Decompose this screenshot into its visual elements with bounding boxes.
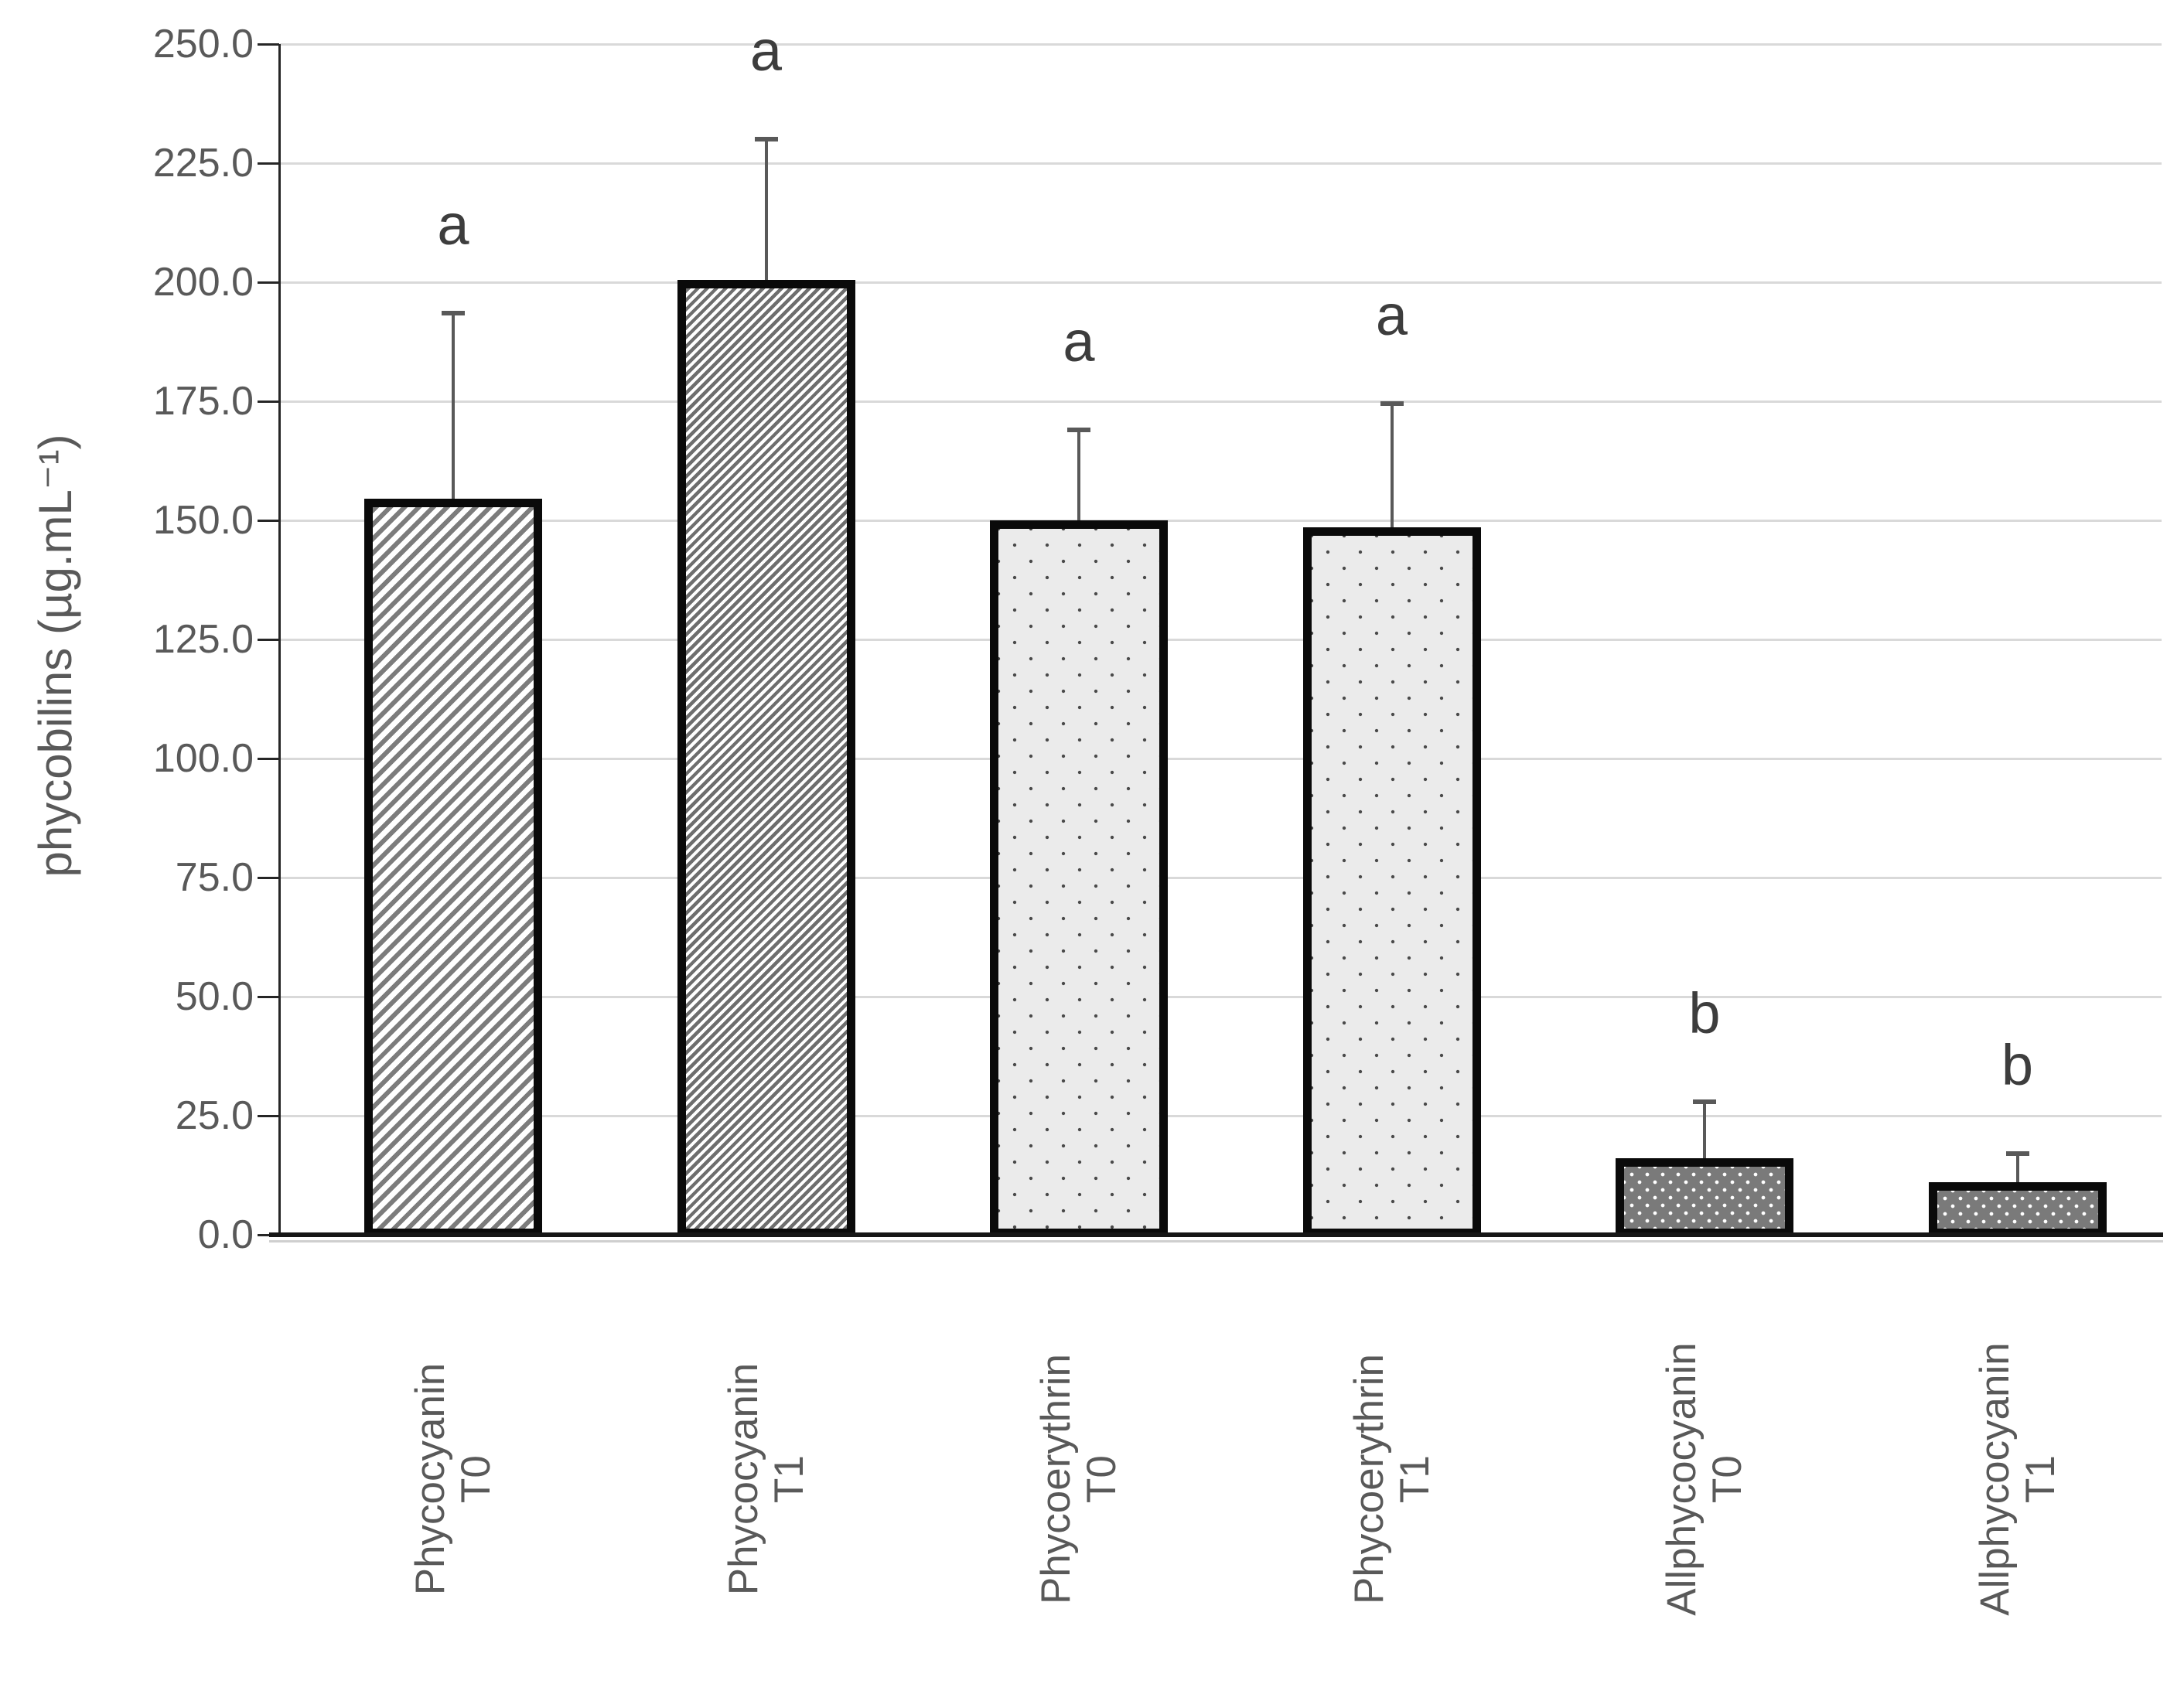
y-tick-label: 0.0 [197, 1212, 254, 1257]
gridline [280, 638, 2162, 641]
y-axis-tick [258, 1114, 279, 1117]
significance-letter: a [1063, 308, 1095, 373]
significance-letter: b [1688, 980, 1721, 1045]
error-bar [1703, 1101, 1706, 1159]
error-bar [764, 139, 768, 280]
y-tick-label: 150.0 [152, 498, 254, 543]
gridline [280, 162, 2162, 165]
y-tick-label: 75.0 [175, 855, 254, 900]
x-tick-line: Phycoerythrin [1033, 1353, 1079, 1605]
gridline [280, 995, 2162, 998]
x-tick-line: Phycoerythrin [1346, 1353, 1392, 1605]
error-bar [1077, 429, 1080, 520]
y-axis-tick [258, 995, 279, 998]
y-tick-label: 50.0 [175, 974, 254, 1019]
error-bar-cap [1380, 401, 1404, 407]
y-tick-label: 200.0 [152, 260, 254, 305]
x-tick-label: Phycoerythrin T0 [1031, 1263, 1127, 1696]
error-bar-cap [2005, 1151, 2029, 1157]
gridline [280, 281, 2162, 284]
y-axis-line [278, 44, 281, 1236]
bar-allphycocyanin-t1 [1928, 1182, 2107, 1237]
gridline [280, 757, 2162, 760]
bar-phycoerythrin-t0 [990, 520, 1168, 1237]
y-axis-tick [258, 1233, 279, 1236]
significance-letter: a [749, 19, 783, 84]
x-tick-label: Allphycocyanin T1 [1970, 1263, 2066, 1696]
bar-phycoerythrin-t1 [1302, 527, 1481, 1237]
y-tick-label: 125.0 [152, 617, 254, 662]
significance-letter: b [2001, 1033, 2034, 1098]
y-tick-label: 25.0 [175, 1093, 254, 1138]
error-bar [1390, 404, 1394, 528]
y-axis-tick [258, 43, 279, 46]
error-bar-cap [754, 137, 778, 142]
x-tick-label: Phycoerythrin T1 [1344, 1263, 1440, 1696]
x-axis-shadow-line [269, 1240, 2163, 1243]
x-tick-line: Allphycocyanin [1971, 1342, 2018, 1616]
y-axis-tick [258, 876, 279, 879]
bar-phycocyanin-t0 [364, 499, 542, 1237]
x-tick-line: T0 [1079, 1455, 1124, 1503]
error-bar-cap [1067, 427, 1090, 432]
x-tick-line: T0 [453, 1455, 499, 1503]
y-axis-tick [258, 281, 279, 284]
y-tick-label: 225.0 [152, 141, 254, 186]
error-bar [2015, 1154, 2019, 1183]
x-tick-line: T1 [1391, 1455, 1438, 1503]
error-bar-cap [1693, 1099, 1716, 1104]
y-tick-label: 250.0 [152, 22, 254, 66]
error-bar-cap [442, 311, 465, 316]
x-tick-line: T0 [1705, 1455, 1750, 1503]
x-tick-line: Phycocyanin [408, 1362, 453, 1596]
error-bar [452, 313, 455, 499]
gridline [280, 400, 2162, 403]
y-axis-tick [258, 638, 279, 641]
gridline [280, 43, 2162, 46]
y-axis-tick [258, 757, 279, 760]
bar-allphycocyanin-t0 [1616, 1158, 1793, 1237]
gridline [280, 519, 2162, 522]
significance-letter: a [437, 193, 469, 257]
y-tick-label: 175.0 [152, 379, 254, 424]
x-tick-line: T1 [2017, 1455, 2063, 1503]
y-axis-tick [258, 400, 279, 403]
x-tick-line: Allphycocyanin [1659, 1342, 1705, 1616]
x-axis-line [269, 1232, 2163, 1237]
x-tick-line: Phycocyanin [720, 1362, 766, 1596]
x-tick-label: Phycocyanin T0 [405, 1263, 501, 1696]
x-tick-line: T1 [766, 1455, 812, 1503]
y-tick-label: 100.0 [152, 736, 254, 781]
y-axis-tick [258, 519, 279, 522]
y-axis-tick [258, 162, 279, 165]
x-tick-label: Phycocyanin T1 [718, 1263, 814, 1696]
significance-letter: a [1375, 283, 1408, 348]
bar-phycocyanin-t1 [677, 279, 855, 1237]
gridline [280, 1114, 2162, 1117]
gridline [280, 876, 2162, 879]
x-tick-label: Allphycocyanin T0 [1657, 1263, 1752, 1696]
